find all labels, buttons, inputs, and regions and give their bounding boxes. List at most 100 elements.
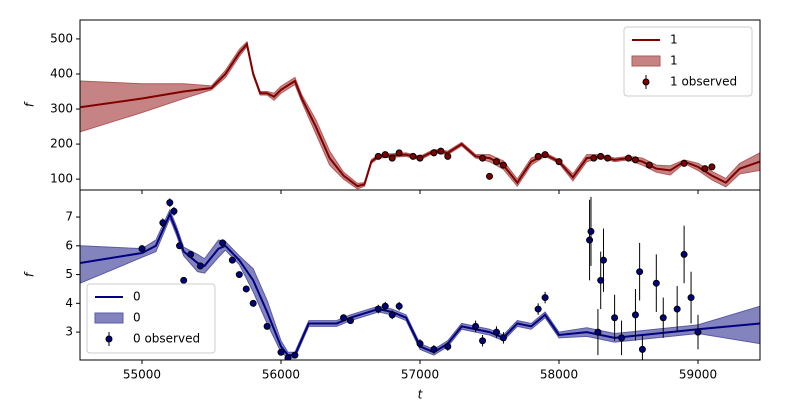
y-tick-label: 100 [50,172,73,186]
observed-point [416,340,424,348]
observed-point [680,250,688,258]
observed-point [479,337,487,345]
observed-point [395,302,403,310]
observed-point [416,154,424,162]
legend-box [623,26,753,97]
observed-point [159,219,167,227]
observed-point [701,165,709,173]
observed-point [652,279,660,287]
x-tick-label: 58000 [540,368,578,382]
y-tick-label: 3 [65,325,73,339]
observed-point [340,314,348,322]
y-tick-label: 300 [50,102,73,116]
legend-point [642,78,650,86]
y-tick-label: 500 [50,31,73,45]
observed-point [395,149,403,157]
observed-point [604,154,612,162]
observed-point [638,345,646,353]
legend-label: 1 [670,33,678,47]
legend-band [94,312,124,324]
legend-point [105,335,113,343]
observed-point [680,159,688,167]
y-axis-label: f [23,101,37,107]
observed-point [687,294,695,302]
legend-label: 1 [670,54,678,68]
observed-point [291,351,299,359]
observed-point [534,152,542,160]
observed-point [587,227,595,235]
observed-point [374,305,382,313]
plot-area [80,196,760,360]
observed-point [170,207,178,215]
observed-point [444,342,452,350]
observed-point [586,236,594,244]
observed-point [263,322,271,330]
x-axis-label: t [418,388,424,400]
observed-point [437,147,445,155]
observed-point [499,334,507,342]
observed-point [631,156,639,164]
y-axis-label: f [23,271,37,277]
y-tick-label: 6 [65,238,73,252]
y-tick-label: 5 [65,267,73,281]
observed-point [472,322,480,330]
y-tick-label: 200 [50,137,73,151]
observed-point [541,294,549,302]
observed-point [242,285,250,293]
observed-point [611,314,619,322]
x-tick-label: 56000 [262,368,300,382]
confidence-band [80,208,760,359]
legend-label: 1 observed [670,75,737,89]
observed-point [597,276,605,284]
legend-band [631,55,661,67]
observed-point [645,161,653,169]
observed-point [381,302,389,310]
plot-area [80,40,760,190]
observed-point [249,299,257,307]
observed-point [381,151,389,159]
legend-label: 0 [133,290,141,304]
observed-point [534,305,542,313]
observed-point [597,152,605,160]
observed-point [636,268,644,276]
legend-box [86,283,216,354]
observed-point [444,152,452,160]
observed-point [166,199,174,207]
observed-point [388,154,396,162]
legend-label: 0 [133,311,141,325]
observed-point [388,311,396,319]
observed-point [284,354,292,360]
observed-point [235,271,243,279]
observed-point [673,305,681,313]
x-tick-label: 55000 [123,368,161,382]
observed-point [346,317,354,325]
y-tick-label: 400 [50,66,73,80]
x-tick-label: 59000 [679,368,717,382]
observed-point [409,152,417,160]
legend-label: 0 observed [133,332,200,346]
observed-point [590,154,598,162]
observed-point [187,250,195,258]
observed-point [694,328,702,336]
observed-point [594,328,602,336]
observed-point [625,154,633,162]
observed-point [430,345,438,353]
observed-point [228,256,236,264]
observed-point [479,154,487,162]
observed-point [138,245,146,253]
y-tick-label: 4 [65,296,73,310]
observed-point [499,161,507,169]
x-tick-label: 57000 [401,368,439,382]
observed-point [374,152,382,160]
observed-point [196,262,204,270]
observed-point [492,158,500,166]
y-tick-label: 7 [65,210,73,224]
observed-point [618,334,626,342]
observed-point [631,311,639,319]
observed-point [180,276,188,284]
observed-point [492,328,500,336]
observed-point [708,163,716,171]
observed-point [599,256,607,264]
observed-point [176,242,184,250]
